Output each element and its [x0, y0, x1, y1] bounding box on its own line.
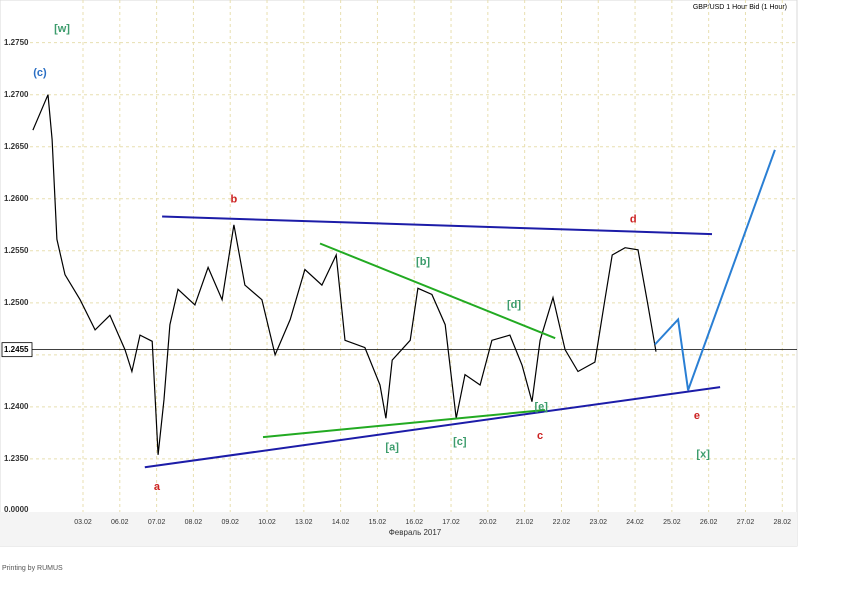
wave-label: [x] [696, 449, 710, 461]
y-tick-label: 1.2700 [4, 90, 29, 99]
x-tick-label: 14.02 [332, 519, 350, 526]
x-tick-label: 23.02 [589, 519, 607, 526]
wave-label: [w] [54, 23, 70, 35]
footer: Printing by RUMUS [2, 565, 63, 572]
bottom-label: 0.0000 [4, 505, 29, 514]
trend-line [162, 215, 713, 236]
trend-line [262, 409, 545, 439]
x-tick-label: 16.02 [405, 519, 423, 526]
x-tick-label: 10.02 [258, 519, 276, 526]
y-tick-label: 1.2350 [4, 454, 29, 463]
x-tick-label: 07.02 [148, 519, 166, 526]
current-price-box [1, 342, 33, 358]
x-tick-label: 15.02 [369, 519, 387, 526]
wave-label: c [537, 430, 543, 442]
y-tick-label: 1.2500 [4, 298, 29, 307]
price-line [32, 94, 657, 455]
x-tick-label: 26.02 [700, 519, 718, 526]
x-tick-label: 21.02 [516, 519, 534, 526]
y-tick-label: 1.2400 [4, 402, 29, 411]
x-tick-label: 08.02 [185, 519, 203, 526]
wave-label: d [630, 213, 637, 225]
trend-line [319, 242, 556, 340]
x-tick-label: 09.02 [221, 519, 239, 526]
x-tick-label: 06.02 [111, 519, 129, 526]
wave-label: [d] [507, 299, 521, 311]
y-tick-label: 1.2600 [4, 194, 29, 203]
wave-label: e [694, 410, 700, 422]
chart-title: GBP/USD 1 Hour Bid (1 Hour) [693, 4, 787, 11]
wave-label: [b] [416, 256, 430, 268]
current-price-label: 1.2455 [4, 345, 29, 354]
y-tick-label: 1.2750 [4, 38, 29, 47]
chart-frame [0, 0, 798, 547]
x-tick-label: 17.02 [442, 519, 460, 526]
wave-label: b [231, 194, 238, 206]
x-tick-label: 22.02 [553, 519, 571, 526]
x-tick-label: 13.02 [295, 519, 313, 526]
x-axis-band [0, 512, 797, 546]
wave-label: a [154, 481, 161, 493]
x-tick-label: 03.02 [74, 519, 92, 526]
wave-label: [c] [453, 436, 467, 448]
x-tick-label: 20.02 [479, 519, 497, 526]
wave-label: [e] [534, 401, 548, 413]
wave-label: [a] [385, 441, 399, 453]
trend-line [144, 386, 721, 469]
wave-label: (c) [33, 67, 47, 79]
y-tick-label: 1.2650 [4, 142, 29, 151]
x-tick-label: 25.02 [663, 519, 681, 526]
x-tick-label: 24.02 [626, 519, 644, 526]
trend-line [654, 149, 776, 391]
y-tick-label: 1.2550 [4, 246, 29, 255]
x-tick-label: 28.02 [774, 519, 792, 526]
x-tick-label: 27.02 [737, 519, 755, 526]
x-axis-title: Февраль 2017 [389, 528, 442, 537]
